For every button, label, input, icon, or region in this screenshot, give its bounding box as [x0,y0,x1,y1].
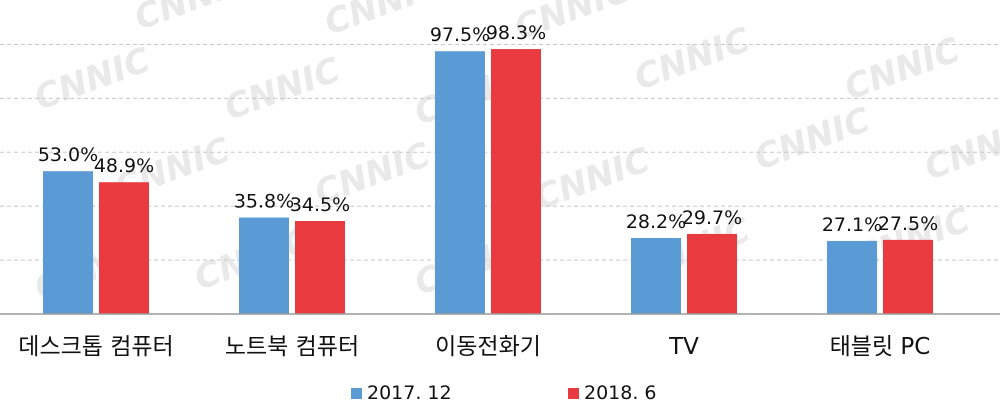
watermark-text: CNNIC [919,110,1000,188]
legend-swatch [351,388,362,399]
data-label: 97.5% [430,24,490,46]
category-label: 데스크톱 컴퓨터 [18,334,173,360]
bar-2017-12 [435,51,485,315]
category-label: 태블릿 PC [830,334,931,360]
bar-2017-12 [827,240,877,314]
watermark-text: CNNIC [29,40,155,118]
bar-2018-6 [687,233,737,314]
legend: 2017. 12 2018. 6 [351,382,657,404]
data-label: 35.8% [234,191,294,213]
data-label: 98.3% [486,22,546,44]
category-label: 이동전화기 [435,334,541,360]
bar-2017-12 [631,238,681,314]
bar-2018-6 [883,239,933,314]
category-label: TV [668,334,699,360]
category-label: 노트북 컴퓨터 [225,334,359,360]
data-label: 48.9% [94,155,154,177]
watermark-text: CNNIC [319,0,445,43]
category-labels: 데스크톱 컴퓨터 노트북 컴퓨터 이동전화기 TV 태블릿 PC [18,334,930,360]
watermark-text: CNNIC [749,100,875,178]
bar-2017-12 [43,171,93,314]
watermark-text: CNNIC [129,0,255,38]
legend-label: 2018. 6 [584,382,657,404]
data-label: 34.5% [290,194,350,216]
bar-2018-6 [491,49,541,314]
bar-2017-12 [239,217,289,314]
watermark-text: CNNIC [839,30,965,108]
legend-swatch [568,388,579,399]
bar-2018-6 [99,182,149,314]
data-label: 53.0% [38,144,98,166]
data-labels: 53.0% 35.8% 97.5% 28.2% 27.1% 48.9% 34.5% 98.3%… [38,22,938,236]
watermark-text: CNNIC [629,20,755,98]
data-label: 28.2% [626,211,686,233]
data-label: 29.7% [682,207,742,229]
data-label: 27.5% [878,213,938,235]
legend-label: 2017. 12 [367,382,452,404]
data-label: 27.1% [822,214,882,236]
bar-2018-6 [295,221,345,314]
bars [43,49,933,315]
watermark-text: CNNIC [219,50,345,128]
